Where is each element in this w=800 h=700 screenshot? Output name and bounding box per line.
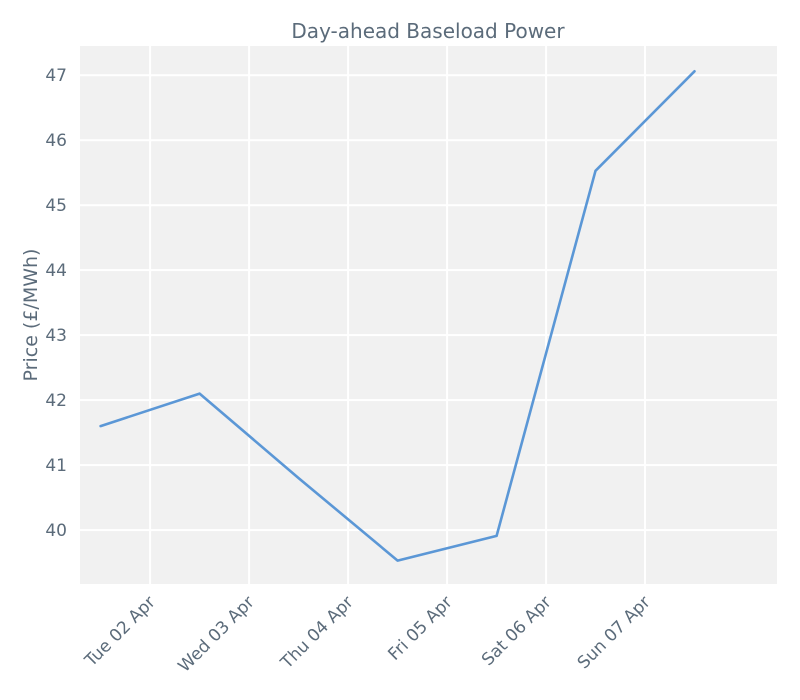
x-axis-ticks: Tue 02 Apr Wed 03 Apr Thu 04 Apr Fri 05 Apr… bbox=[81, 592, 655, 676]
plot-area bbox=[80, 46, 777, 584]
series-line bbox=[99, 70, 696, 562]
x-tick-label: Sat 06 Apr bbox=[478, 592, 556, 670]
grid-lines bbox=[80, 46, 777, 584]
y-tick-label: 42 bbox=[45, 391, 67, 411]
y-tick-label: 45 bbox=[45, 196, 67, 216]
chart-title: Day-ahead Baseload Power bbox=[291, 19, 565, 43]
y-tick-label: 46 bbox=[45, 131, 67, 151]
x-tick-label: Tue 02 Apr bbox=[81, 592, 160, 671]
series-layer bbox=[99, 70, 696, 562]
y-tick-label: 44 bbox=[45, 261, 67, 281]
y-tick-label: 40 bbox=[45, 521, 67, 541]
x-tick-label: Sun 07 Apr bbox=[574, 592, 655, 673]
y-tick-label: 43 bbox=[45, 326, 67, 346]
y-axis-ticks: 40 41 42 43 44 45 46 47 bbox=[45, 66, 67, 541]
y-tick-label: 41 bbox=[45, 456, 67, 476]
x-tick-label: Wed 03 Apr bbox=[175, 592, 259, 676]
y-axis-label: Price (£/MWh) bbox=[20, 249, 42, 382]
x-tick-label: Thu 04 Apr bbox=[276, 592, 357, 673]
y-tick-label: 47 bbox=[45, 66, 67, 86]
x-tick-label: Fri 05 Apr bbox=[384, 592, 456, 664]
